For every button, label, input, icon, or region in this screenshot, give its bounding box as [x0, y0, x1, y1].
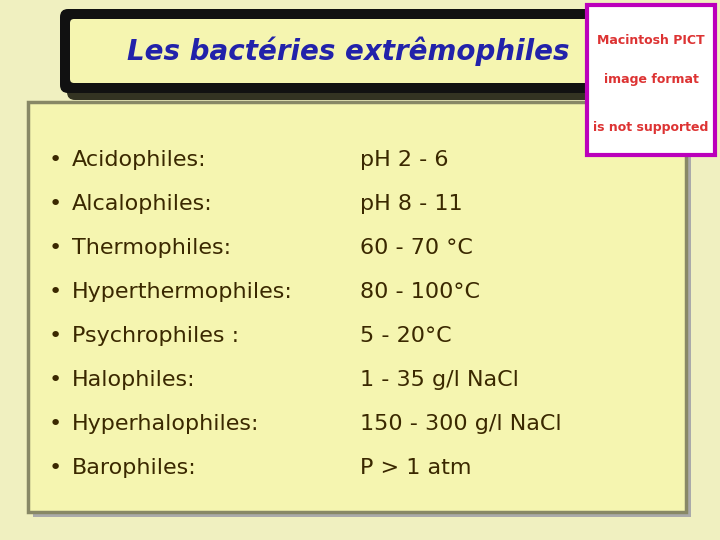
FancyBboxPatch shape	[67, 16, 643, 100]
Text: •: •	[48, 458, 62, 478]
Text: •: •	[48, 194, 62, 214]
Text: 1 - 35 g/l NaCl: 1 - 35 g/l NaCl	[360, 370, 519, 390]
Text: •: •	[48, 150, 62, 170]
Text: •: •	[48, 238, 62, 258]
Text: 60 - 70 °C: 60 - 70 °C	[360, 238, 473, 258]
Text: •: •	[48, 282, 62, 302]
Text: P > 1 atm: P > 1 atm	[360, 458, 472, 478]
Text: pH 2 - 6: pH 2 - 6	[360, 150, 449, 170]
Text: 150 - 300 g/l NaCl: 150 - 300 g/l NaCl	[360, 414, 562, 434]
Text: 80 - 100°C: 80 - 100°C	[360, 282, 480, 302]
Text: Alcalophiles:: Alcalophiles:	[72, 194, 212, 214]
Text: Acidophiles:: Acidophiles:	[72, 150, 207, 170]
FancyBboxPatch shape	[60, 9, 636, 93]
Text: 5 - 20°C: 5 - 20°C	[360, 326, 451, 346]
Text: pH 8 - 11: pH 8 - 11	[360, 194, 463, 214]
FancyBboxPatch shape	[587, 5, 715, 155]
FancyBboxPatch shape	[28, 102, 686, 512]
FancyBboxPatch shape	[70, 19, 626, 83]
Text: Halophiles:: Halophiles:	[72, 370, 196, 390]
Text: is not supported: is not supported	[593, 120, 708, 133]
Text: Thermophiles:: Thermophiles:	[72, 238, 231, 258]
FancyBboxPatch shape	[33, 107, 691, 517]
Text: •: •	[48, 370, 62, 390]
Text: •: •	[48, 326, 62, 346]
Text: •: •	[48, 414, 62, 434]
Text: Psychrophiles :: Psychrophiles :	[72, 326, 239, 346]
Text: Hyperhalophiles:: Hyperhalophiles:	[72, 414, 259, 434]
Text: image format: image format	[603, 73, 698, 86]
Text: Les bactéries extrêmophiles: Les bactéries extrêmophiles	[127, 36, 570, 66]
Text: Macintosh PICT: Macintosh PICT	[597, 33, 705, 46]
Text: Hyperthermophiles:: Hyperthermophiles:	[72, 282, 293, 302]
Text: Barophiles:: Barophiles:	[72, 458, 197, 478]
